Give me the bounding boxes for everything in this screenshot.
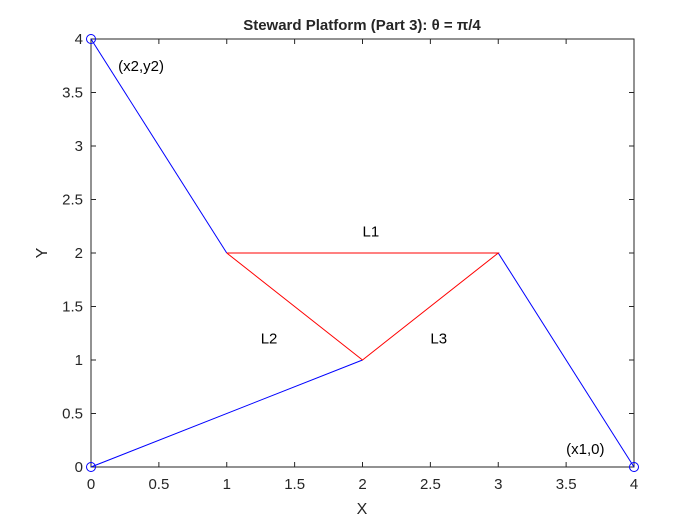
anchor-marker: [86, 462, 96, 472]
strut-line: [497, 252, 635, 468]
x-tick-label: 2: [358, 476, 366, 493]
annotation-label: (x1,0): [566, 441, 604, 458]
strut-line: [90, 359, 363, 468]
anchor-marker: [629, 462, 639, 472]
x-tick-label: 0.5: [148, 476, 169, 493]
y-tick-label: 0: [75, 459, 83, 476]
annotation-label: (x2,y2): [118, 58, 164, 75]
x-tick-label: 1.5: [284, 476, 305, 493]
x-tick-label: 0: [87, 476, 95, 493]
annotation-label: L3: [430, 331, 447, 348]
x-axis-label: X: [357, 501, 368, 518]
y-tick-label: 2: [75, 245, 83, 262]
y-tick-label: 1.5: [62, 299, 83, 316]
x-tick-label: 3: [494, 476, 502, 493]
x-tick-label: 2.5: [420, 476, 441, 493]
strut-line: [90, 38, 228, 254]
anchor-marker: [86, 34, 96, 44]
y-tick-label: 1: [75, 352, 83, 369]
chart-title: Steward Platform (Part 3): θ = π/4: [243, 17, 481, 34]
y-tick-label: 3.5: [62, 85, 83, 102]
x-tick-label: 1: [223, 476, 231, 493]
y-axis-label: Y: [34, 247, 51, 258]
y-tick-label: 0.5: [62, 406, 83, 423]
plot-area: 0 0.5 1 1.5 2 2.5 3 3.5 4 0 0.5 1 1.5 2 2.5 3 3.5 4 (x2,y2…: [62, 31, 639, 493]
annotation-label: L2: [261, 331, 278, 348]
y-tick-label: 3: [75, 138, 83, 155]
x-tick-label: 3.5: [556, 476, 577, 493]
y-tick-label: 2.5: [62, 192, 83, 209]
annotation-label: L1: [363, 224, 380, 241]
platform-triangle: [226, 252, 500, 361]
y-tick-label: 4: [75, 31, 83, 48]
x-tick-label: 4: [630, 476, 638, 493]
